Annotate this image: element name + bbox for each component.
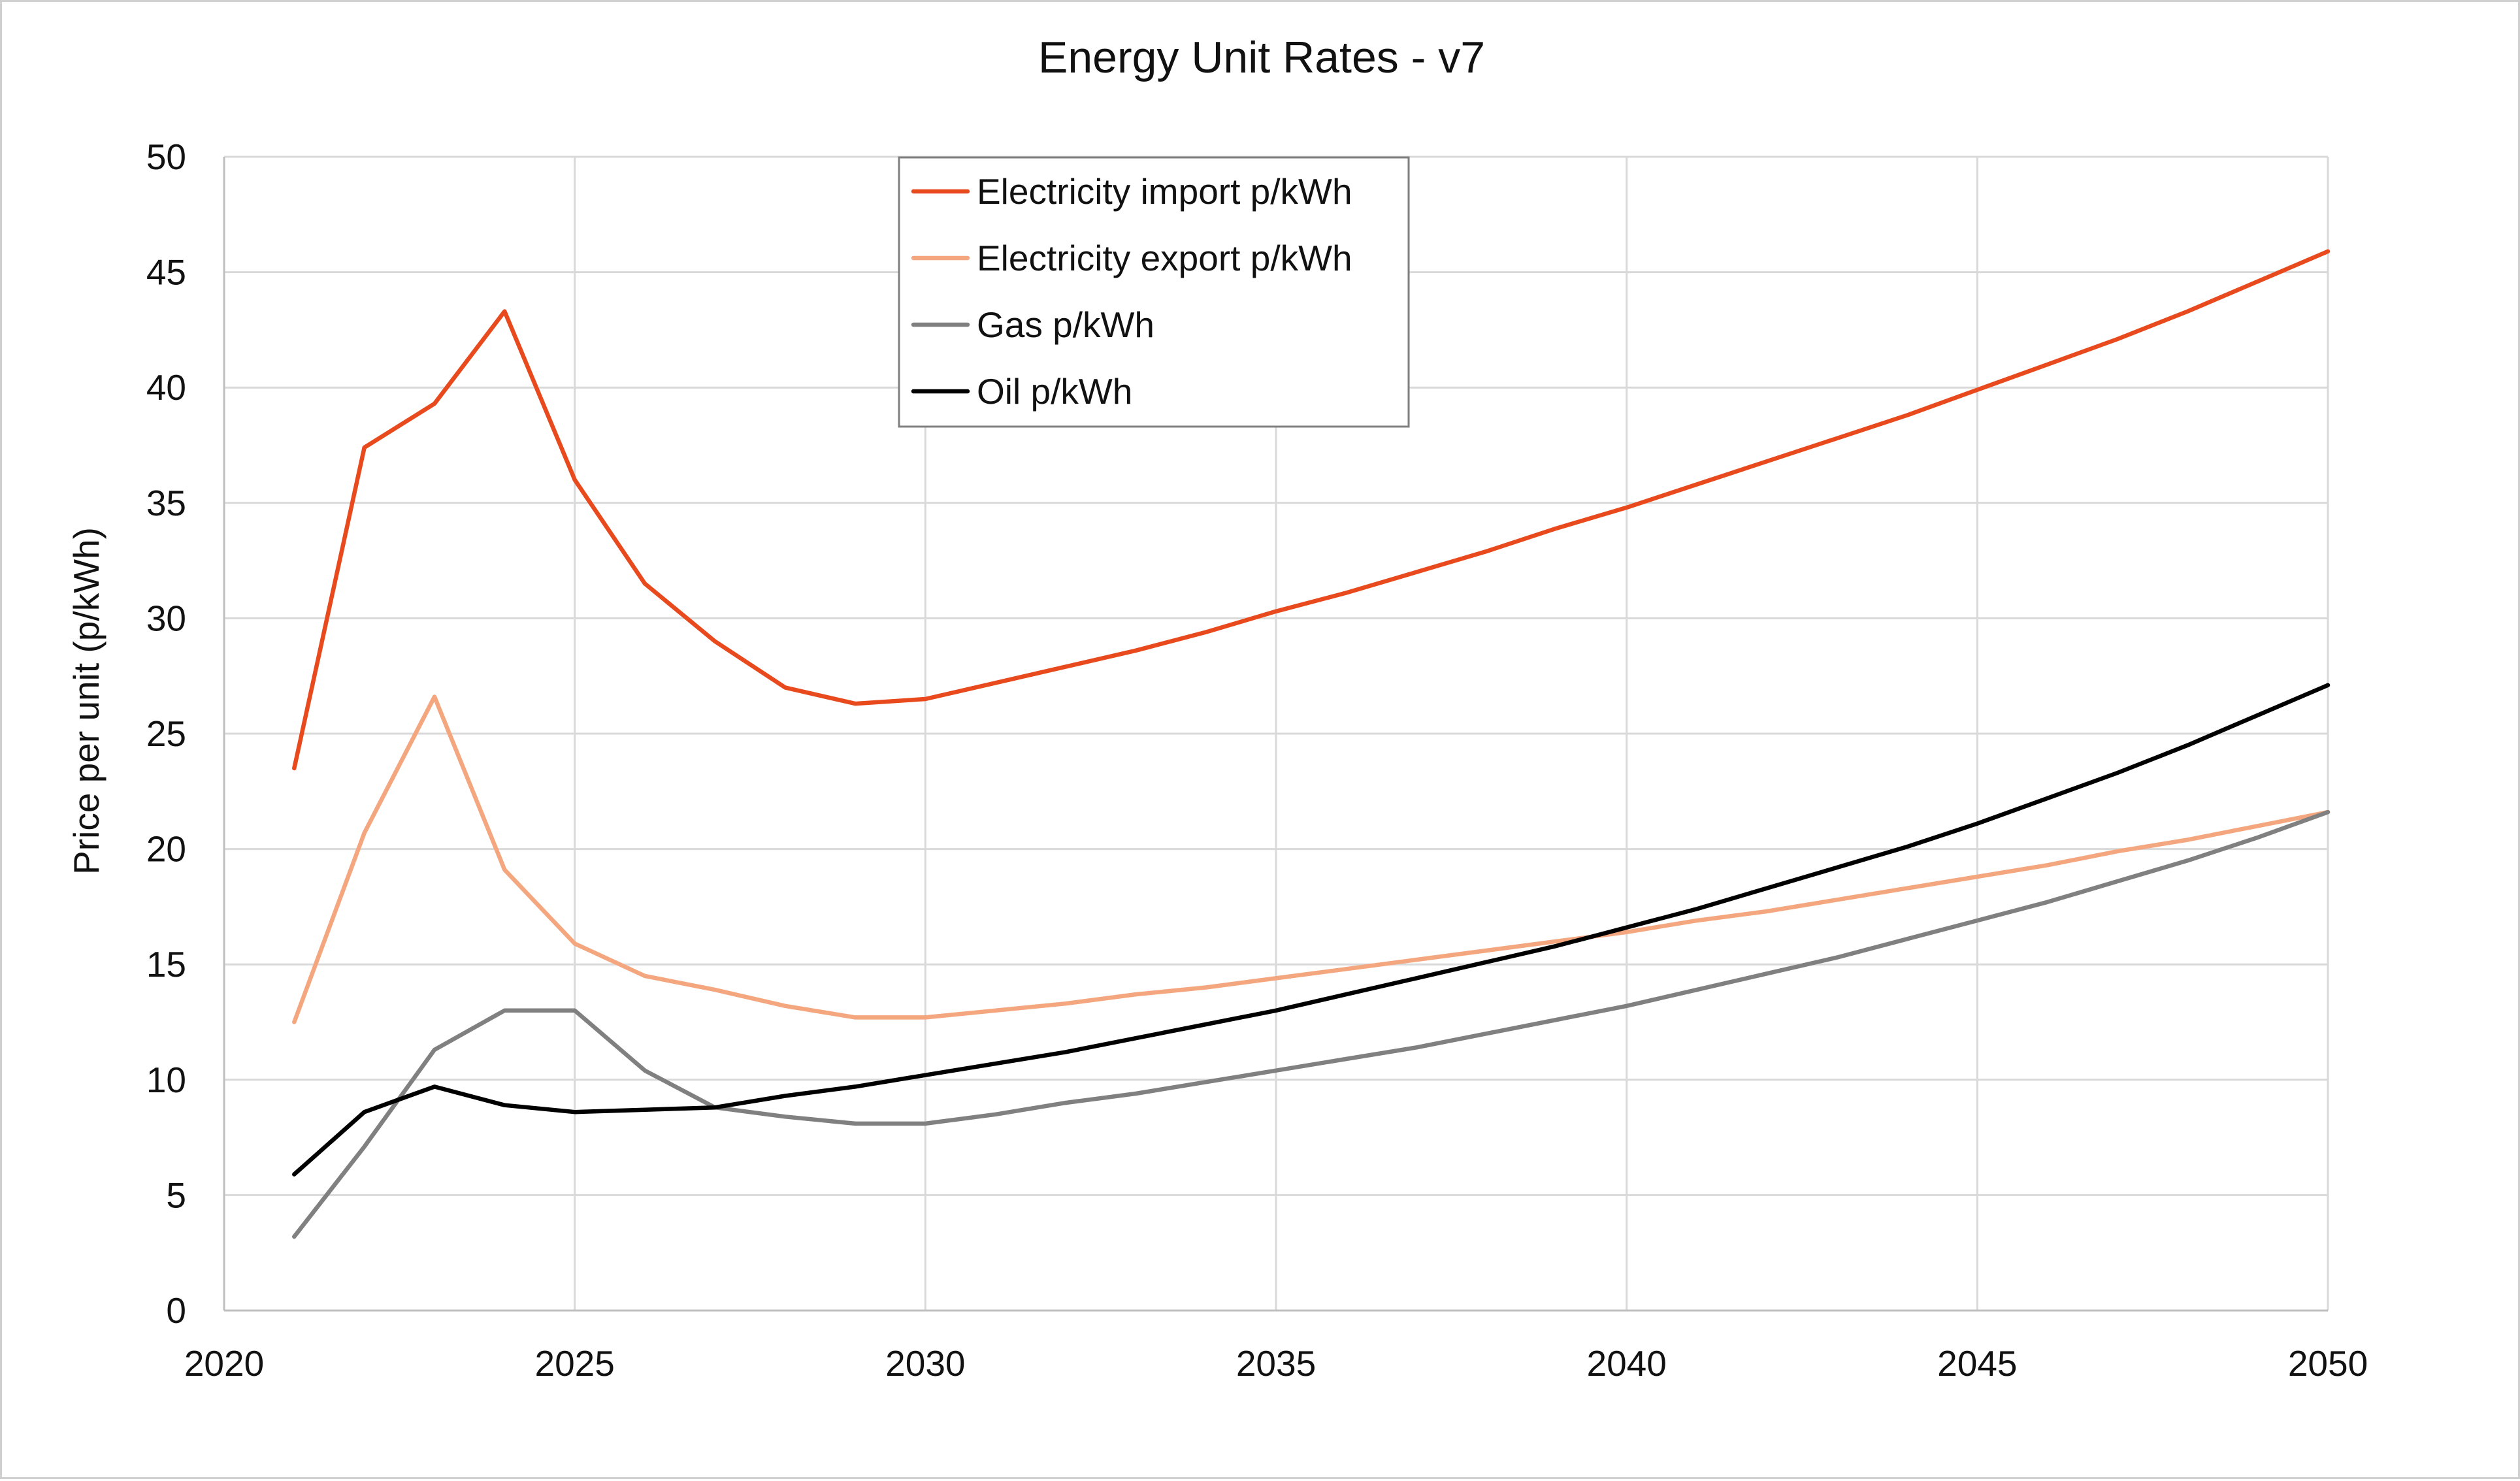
y-tick-label: 15 <box>146 944 186 985</box>
legend: Electricity import p/kWh Electricity expo… <box>898 156 1410 428</box>
series-line-0 <box>292 249 2331 771</box>
series-line-1 <box>292 694 2331 1024</box>
series-lines <box>292 249 2331 1239</box>
y-tick-label: 50 <box>146 137 186 177</box>
legend-items: Electricity import p/kWh Electricity expo… <box>911 171 1352 412</box>
legend-label: Gas p/kWh <box>977 304 1154 345</box>
y-tick-label: 40 <box>146 367 186 408</box>
x-tick-label: 2035 <box>1236 1343 1316 1384</box>
series-line-3 <box>292 683 2331 1177</box>
y-tick-label: 20 <box>146 829 186 870</box>
x-tick-label: 2030 <box>885 1343 965 1384</box>
y-tick-label: 30 <box>146 598 186 638</box>
legend-box <box>898 156 1410 428</box>
y-axis-title: Price per unit (p/kWh) <box>66 527 106 875</box>
y-tick-label: 45 <box>146 252 186 293</box>
y-tick-label: 0 <box>166 1290 186 1331</box>
x-tick-label: 2045 <box>1937 1343 2017 1384</box>
legend-label: Electricity export p/kWh <box>977 238 1352 278</box>
legend-label: Oil p/kWh <box>977 371 1132 412</box>
y-tick-label: 35 <box>146 483 186 523</box>
axes <box>223 157 2328 1312</box>
x-tick-label: 2040 <box>1586 1343 1666 1384</box>
y-tick-label: 25 <box>146 713 186 754</box>
x-axis-tick-labels: 2020 2025 2030 2035 2040 2045 2050 <box>184 1343 2368 1384</box>
x-tick-label: 2020 <box>184 1343 264 1384</box>
y-tick-label: 5 <box>166 1175 186 1215</box>
y-tick-label: 10 <box>146 1060 186 1100</box>
series-line-2 <box>292 809 2331 1239</box>
legend-label: Electricity import p/kWh <box>977 171 1352 212</box>
chart-title: Energy Unit Rates - v7 <box>1038 33 1485 82</box>
x-tick-label: 2050 <box>2288 1343 2368 1384</box>
x-tick-label: 2025 <box>534 1343 614 1384</box>
y-axis-tick-labels: 0 5 10 15 20 25 30 35 40 45 50 <box>146 137 186 1331</box>
